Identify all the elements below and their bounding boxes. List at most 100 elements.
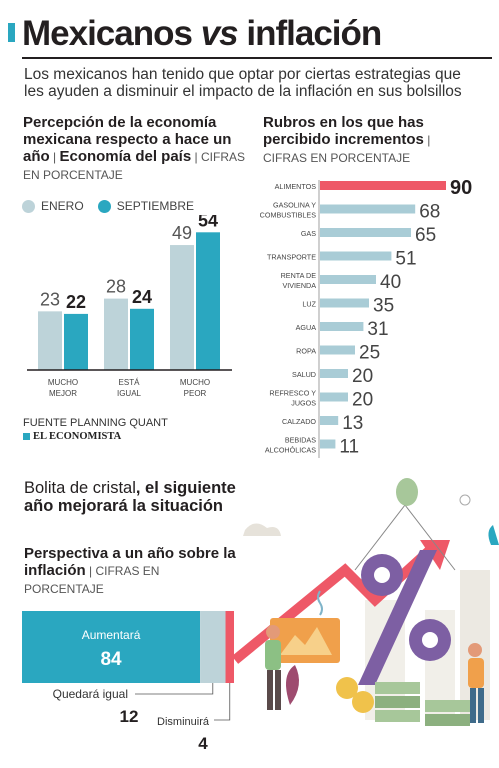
hbar-value-label: 40 bbox=[380, 272, 401, 293]
arrow-head-icon bbox=[420, 540, 450, 570]
category-label: GAS bbox=[301, 229, 316, 238]
segment-label-igual: Quedará igual bbox=[53, 687, 128, 701]
chart3-title: Perspectiva a un año sobre la inflación … bbox=[24, 545, 236, 596]
chart2-title: Rubros en los que has percibido incremen… bbox=[263, 114, 431, 165]
category-label: SALUD bbox=[292, 370, 316, 379]
bar-value-label: 22 bbox=[66, 292, 86, 312]
bar-value-label: 28 bbox=[106, 277, 126, 297]
hbar-value-label: 31 bbox=[367, 319, 388, 340]
title-divider bbox=[22, 57, 492, 59]
category-label: BEBIDAS bbox=[285, 436, 316, 445]
x-tick-label: ESTÁ bbox=[119, 378, 141, 387]
coin-icon-2 bbox=[352, 691, 374, 713]
page-title: Mexicanos vs inflación bbox=[22, 14, 382, 53]
hbar-value-label: 68 bbox=[419, 202, 440, 223]
category-label: COMBUSTIBLES bbox=[260, 211, 317, 220]
x-tick-label: MUCHO bbox=[180, 378, 210, 387]
segment-value-aumentara: 84 bbox=[100, 649, 122, 670]
hbar-value-label: 20 bbox=[352, 390, 373, 411]
hbar bbox=[320, 251, 392, 261]
bar-septiembre-1 bbox=[130, 308, 154, 370]
x-tick-label: MEJOR bbox=[49, 389, 77, 398]
person-body bbox=[265, 640, 281, 670]
category-label: AGUA bbox=[296, 323, 317, 332]
clock-icon bbox=[459, 494, 471, 506]
category-label: TRANSPORTE bbox=[267, 253, 316, 262]
x-tick-label: MUCHO bbox=[48, 378, 78, 387]
hbar-value-label: 65 bbox=[415, 225, 436, 246]
bar-value-label: 24 bbox=[132, 287, 152, 307]
plant-icon bbox=[286, 665, 299, 705]
hbar bbox=[320, 439, 336, 449]
bar-value-label: 54 bbox=[198, 215, 218, 230]
hbar bbox=[320, 298, 369, 308]
category-label: REFRESCO Y bbox=[269, 389, 316, 398]
chart1-title: Percepción de la economía mexicana respe… bbox=[23, 114, 245, 182]
hbar-value-label: 90 bbox=[450, 177, 472, 199]
legend-label-enero: ENERO bbox=[41, 199, 84, 213]
hbar-value-label: 51 bbox=[395, 249, 416, 270]
coin-icon-1 bbox=[336, 677, 358, 699]
balloon-string-1 bbox=[354, 504, 406, 571]
bar-septiembre-0 bbox=[64, 313, 88, 370]
hbar bbox=[320, 322, 364, 331]
forecast-lead: Bolita de cristal, el siguiente año mejo… bbox=[24, 479, 236, 515]
hbar-value-label: 13 bbox=[342, 413, 363, 434]
bar-enero-1 bbox=[104, 298, 128, 370]
segment-1 bbox=[200, 611, 226, 683]
person2-head bbox=[468, 643, 482, 657]
segment-value-disminuira: 4 bbox=[198, 734, 208, 753]
bar-value-label: 49 bbox=[172, 223, 192, 243]
leader-line-disminuira bbox=[214, 683, 231, 721]
hbar bbox=[320, 392, 348, 402]
chart1-legend: ENERO SEPTIEMBRE bbox=[22, 199, 208, 213]
category-label: LUZ bbox=[302, 300, 316, 309]
wave-icon bbox=[317, 590, 323, 616]
legend-swatch-enero bbox=[22, 199, 35, 213]
bar-value-label: 23 bbox=[40, 289, 60, 309]
category-label: ROPA bbox=[296, 347, 316, 356]
x-tick-label: PEOR bbox=[184, 389, 207, 398]
money-stack-icon bbox=[375, 682, 420, 694]
hbar-value-label: 25 bbox=[359, 343, 380, 364]
hbar bbox=[320, 181, 446, 190]
title-accent-bar bbox=[8, 23, 15, 42]
hbar-value-label: 20 bbox=[352, 366, 373, 387]
hbar bbox=[320, 416, 339, 425]
segment-value-igual: 12 bbox=[120, 707, 139, 726]
segment-2 bbox=[225, 611, 234, 683]
category-label: CALZADO bbox=[282, 417, 316, 426]
chart3-plot: Aumentará 84 Quedará igual 12 Disminuirá 4 bbox=[22, 611, 234, 753]
leader-line-igual bbox=[135, 683, 214, 695]
hbar bbox=[320, 275, 376, 284]
segment-label-disminuira: Disminuirá bbox=[157, 716, 210, 728]
category-label: ALIMENTOS bbox=[275, 182, 317, 191]
segment-label-aumentara: Aumentará bbox=[82, 628, 141, 642]
chart1-plot: 23 22 MUCHO MEJOR 28 24 ESTÁ IGUAL 49 54 MUCHO PEOR bbox=[27, 215, 232, 398]
balloon-string-2 bbox=[404, 504, 456, 571]
category-label: JUGOS bbox=[291, 399, 316, 408]
hbar bbox=[320, 369, 348, 378]
bar-septiembre-2 bbox=[196, 232, 220, 370]
page-subtitle: Los mexicanos han tenido que optar por c… bbox=[24, 66, 462, 100]
legend-label-septiembre: SEPTIEMBRE bbox=[116, 199, 195, 213]
cloud-icon bbox=[243, 523, 281, 536]
publisher-logo: EL ECONOMISTA bbox=[23, 431, 121, 442]
bar-enero-2 bbox=[170, 245, 194, 370]
category-label: ALCOHÓLICAS bbox=[265, 446, 316, 455]
hbar bbox=[320, 204, 416, 214]
percent-slash bbox=[358, 550, 437, 685]
hbar bbox=[320, 228, 411, 237]
hbar bbox=[320, 345, 355, 355]
source-note: FUENTE PLANNING QUANT bbox=[23, 417, 168, 429]
leaf-icon bbox=[488, 525, 499, 545]
segment-0 bbox=[22, 611, 201, 683]
legend-swatch-septiembre bbox=[97, 199, 111, 213]
hbar-value-label: 35 bbox=[373, 296, 394, 317]
logo-mark bbox=[23, 433, 30, 441]
person-head bbox=[266, 625, 280, 639]
bar-enero-0 bbox=[38, 311, 62, 370]
inflation-illustration bbox=[231, 478, 499, 726]
category-label: RENTA DE bbox=[281, 271, 317, 280]
